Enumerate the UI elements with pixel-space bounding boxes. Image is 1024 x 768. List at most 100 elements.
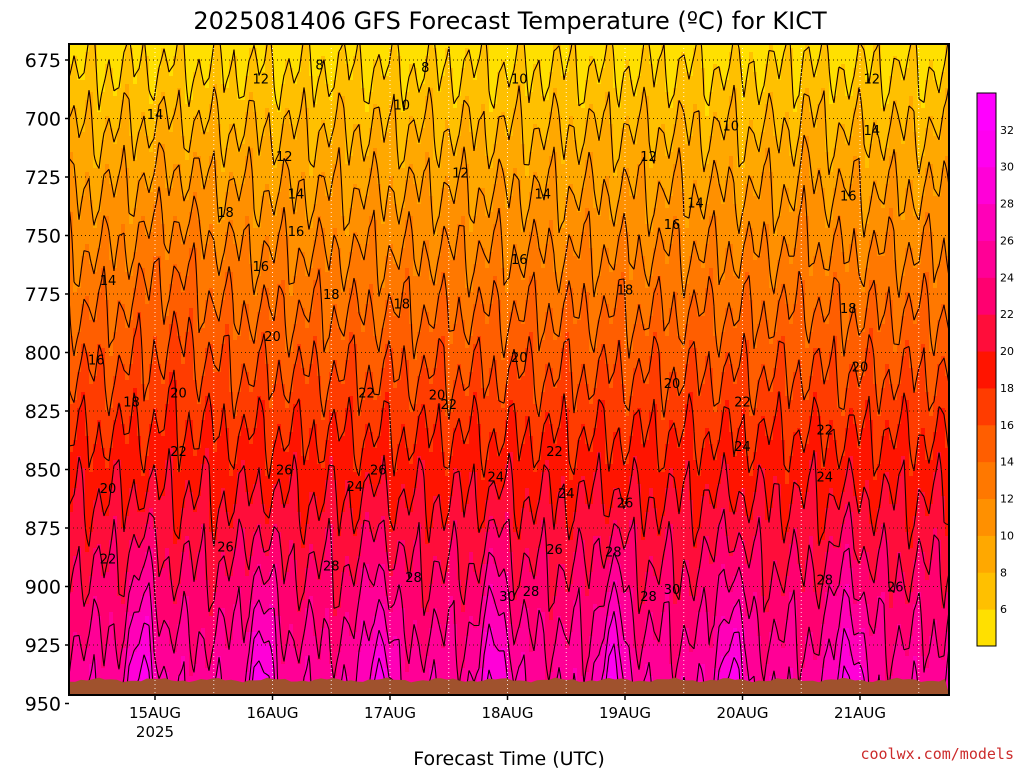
temperature-cell: [569, 84, 574, 89]
temperature-cell: [205, 100, 210, 105]
temperature-cell: [741, 100, 746, 105]
temperature-cell: [749, 104, 754, 109]
temperature-cell: [177, 124, 182, 129]
temperature-cell: [449, 108, 454, 113]
temperature-cell: [641, 80, 646, 85]
temperature-cell: [509, 64, 514, 69]
temperature-cell: [77, 96, 82, 101]
temperature-cell: [589, 92, 594, 97]
temperature-cell: [313, 48, 318, 53]
temperature-cell: [137, 120, 142, 125]
temperature-cell: [501, 48, 506, 53]
temperature-cell: [869, 108, 874, 113]
temperature-cell: [365, 104, 370, 109]
temperature-cell: [757, 64, 762, 69]
temperature-cell: [641, 64, 646, 69]
temperature-cell: [301, 60, 306, 65]
temperature-cell: [325, 104, 330, 109]
temperature-cell: [913, 100, 918, 105]
temperature-cell: [909, 76, 914, 81]
temperature-cell: [673, 100, 678, 105]
temperature-cell: [273, 52, 278, 57]
temperature-cell: [745, 96, 750, 101]
temperature-cell: [813, 92, 818, 97]
temperature-cell: [893, 48, 898, 53]
temperature-cell: [569, 60, 574, 65]
temperature-cell: [225, 124, 230, 129]
temperature-cell: [109, 96, 114, 101]
temperature-cell: [113, 112, 118, 117]
temperature-cell: [569, 76, 574, 81]
temperature-cell: [689, 80, 694, 85]
temperature-cell: [89, 68, 94, 73]
temperature-cell: [149, 84, 154, 89]
temperature-cell: [477, 76, 482, 81]
temperature-cell: [73, 92, 78, 97]
temperature-cell: [281, 60, 286, 65]
temperature-cell: [289, 104, 294, 109]
temperature-cell: [285, 52, 290, 57]
temperature-cell: [421, 108, 426, 113]
temperature-cell: [629, 100, 634, 105]
temperature-cell: [589, 52, 594, 57]
temperature-cell: [781, 72, 786, 77]
temperature-cell: [929, 72, 934, 77]
temperature-cell: [241, 120, 246, 125]
temperature-cell: [525, 112, 530, 117]
temperature-cell: [133, 96, 138, 101]
temperature-cell: [493, 72, 498, 77]
temperature-cell: [453, 48, 458, 53]
temperature-cell: [369, 48, 374, 53]
temperature-cell: [905, 100, 910, 105]
temperature-cell: [533, 92, 538, 97]
temperature-cell: [117, 100, 122, 105]
temperature-cell: [249, 64, 254, 69]
temperature-cell: [489, 72, 494, 77]
temperature-cell: [349, 108, 354, 113]
temperature-cell: [565, 88, 570, 93]
temperature-cell: [785, 112, 790, 117]
temperature-cell: [113, 124, 118, 129]
temperature-cell: [553, 120, 558, 125]
temperature-cell: [173, 80, 178, 85]
temperature-cell: [653, 120, 658, 125]
chart-title: 2025081406 GFS Forecast Temperature (ºC)…: [193, 7, 827, 35]
temperature-cell: [553, 112, 558, 117]
temperature-cell: [229, 88, 234, 93]
temperature-cell: [577, 112, 582, 117]
temperature-cell: [349, 48, 354, 53]
temperature-cell: [325, 52, 330, 57]
temperature-cell: [405, 68, 410, 73]
temperature-cell: [229, 84, 234, 89]
temperature-cell: [721, 52, 726, 57]
temperature-cell: [225, 92, 230, 97]
temperature-cell: [173, 68, 178, 73]
temperature-cell: [141, 108, 146, 113]
temperature-cell: [757, 72, 762, 77]
temperature-cell: [557, 76, 562, 81]
temperature-cell: [581, 76, 586, 81]
temperature-cell: [521, 96, 526, 101]
temperature-cell: [561, 52, 566, 57]
temperature-cell: [929, 80, 934, 85]
temperature-cell: [229, 120, 234, 125]
temperature-cell: [749, 120, 754, 125]
temperature-cell: [209, 80, 214, 85]
temperature-cell: [697, 52, 702, 57]
temperature-cell: [577, 68, 582, 73]
temperature-cell: [697, 76, 702, 81]
temperature-cell: [373, 76, 378, 81]
temperature-cell: [881, 76, 886, 81]
temperature-cell: [225, 128, 230, 133]
temperature-cell: [929, 84, 934, 89]
temperature-cell: [333, 48, 338, 53]
temperature-cell: [865, 100, 870, 105]
temperature-cell: [713, 96, 718, 101]
temperature-cell: [265, 92, 270, 97]
temperature-cell: [253, 64, 258, 69]
temperature-cell: [301, 72, 306, 77]
temperature-cell: [901, 108, 906, 113]
temperature-cell: [561, 108, 566, 113]
temperature-cell: [541, 120, 546, 125]
temperature-cell: [845, 52, 850, 57]
